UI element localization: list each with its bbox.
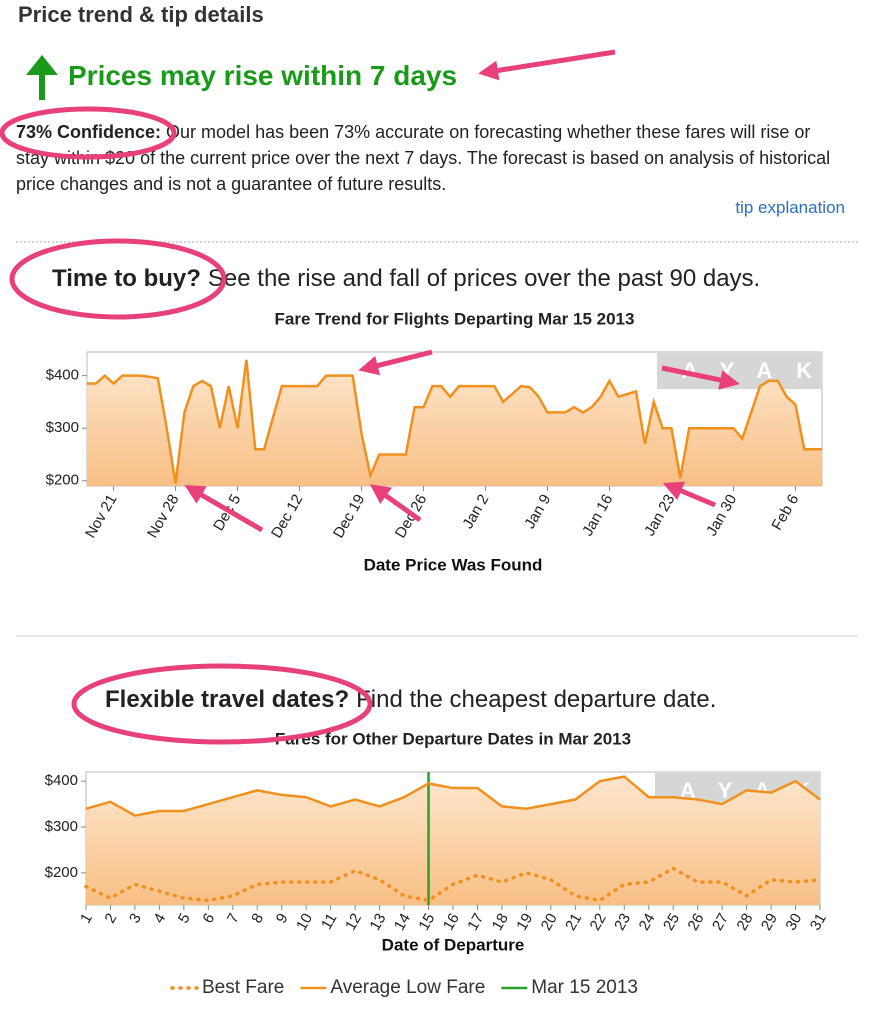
x-tick-label: Jan 16 bbox=[579, 491, 616, 539]
section-heading: Time to buy? See the rise and fall of pri… bbox=[52, 265, 760, 293]
x-axis-label: Date of Departure bbox=[382, 935, 525, 954]
section-text: See the rise and fall of prices over the… bbox=[207, 265, 761, 292]
confidence-label: 73% Confidence: bbox=[16, 122, 162, 142]
watermark: KAYAK bbox=[642, 353, 836, 389]
y-tick-label: $200 bbox=[46, 472, 79, 489]
x-tick-label: 5 bbox=[175, 910, 194, 926]
watermark-text: KAYAK bbox=[642, 358, 836, 383]
x-tick-label: 6 bbox=[199, 910, 218, 926]
x-tick-label: 18 bbox=[489, 910, 512, 933]
line bbox=[84, 866, 822, 903]
x-tick-label: Dec 5 bbox=[210, 491, 244, 533]
x-tick-label: 9 bbox=[273, 910, 292, 926]
y-tick-label: $400 bbox=[46, 367, 79, 384]
x-tick-label: 26 bbox=[685, 910, 708, 933]
x-tick-label: 28 bbox=[733, 910, 756, 933]
x-tick-label: 11 bbox=[318, 910, 341, 932]
x-tick-label: 30 bbox=[782, 910, 805, 933]
x-tick-label: 17 bbox=[464, 910, 487, 933]
x-tick-label: 31 bbox=[807, 910, 830, 933]
line bbox=[87, 359, 822, 484]
x-tick-label: 21 bbox=[562, 910, 585, 933]
legend-label: Average Low Fare bbox=[330, 977, 485, 998]
x-tick-label: 3 bbox=[126, 910, 145, 926]
x-tick-label: 24 bbox=[636, 910, 659, 933]
page-title: Price trend & tip details bbox=[18, 2, 264, 27]
legend: Best Fare Average Low Fare Mar 15 2013 bbox=[170, 977, 638, 998]
x-tick-label: 13 bbox=[366, 910, 389, 933]
x-tick-label: Dec 19 bbox=[330, 491, 368, 541]
line bbox=[85, 775, 821, 817]
x-tick-label: 16 bbox=[440, 910, 463, 933]
x-tick-label: Dec 26 bbox=[392, 491, 430, 541]
x-tick-label: Dec 12 bbox=[268, 491, 306, 541]
y-tick-label: $300 bbox=[45, 818, 78, 835]
x-tick-label: Jan 2 bbox=[459, 491, 492, 531]
y-tick-label: $300 bbox=[46, 419, 79, 436]
section-text: Find the cheapest departure date. bbox=[356, 686, 717, 713]
x-tick-label: Nov 21 bbox=[82, 491, 120, 541]
up-arrow-icon bbox=[26, 55, 58, 100]
legend-label: Best Fare bbox=[202, 977, 284, 998]
x-tick-label: 10 bbox=[293, 910, 316, 933]
legend-label: Mar 15 2013 bbox=[531, 977, 638, 998]
forecast: Prices may rise within 7 days bbox=[68, 60, 458, 91]
x-tick-label: 1 bbox=[77, 910, 96, 926]
x-tick-label: 15 bbox=[415, 910, 438, 933]
x-tick-label: 27 bbox=[709, 910, 732, 933]
x-tick-label: 29 bbox=[758, 910, 781, 933]
x-tick-label: 8 bbox=[248, 910, 267, 926]
confidence: 73% Confidence: Our model has been 73% ac… bbox=[16, 119, 846, 197]
x-tick-label: Feb 6 bbox=[768, 491, 802, 533]
x-tick-label: 2 bbox=[101, 910, 120, 926]
x-tick-label: Jan 30 bbox=[703, 491, 740, 539]
y-tick-label: $200 bbox=[45, 864, 78, 881]
x-tick-label: 7 bbox=[224, 910, 243, 926]
x-tick-label: 14 bbox=[391, 910, 414, 933]
chart-title: Fare Trend for Flights Departing Mar 15 … bbox=[275, 309, 635, 328]
x-tick-label: Jan 23 bbox=[641, 491, 678, 539]
x-tick-label: 4 bbox=[150, 910, 169, 926]
x-tick-label: Nov 28 bbox=[144, 491, 182, 541]
question: Time to buy? bbox=[52, 265, 201, 292]
x-tick-label: 19 bbox=[513, 910, 536, 933]
area-fill bbox=[86, 776, 820, 905]
x-tick-label: Jan 9 bbox=[521, 491, 554, 531]
x-tick-label: 20 bbox=[538, 910, 561, 933]
x-tick-label: 12 bbox=[342, 910, 365, 933]
tip-link[interactable]: tip explanation bbox=[735, 198, 845, 217]
x-axis-label: Date Price Was Found bbox=[364, 555, 543, 574]
area-fill bbox=[87, 359, 822, 486]
chart-title: Fares for Other Departure Dates in Mar 2… bbox=[275, 729, 631, 748]
y-tick-label: $400 bbox=[45, 772, 78, 789]
x-tick-label: 25 bbox=[660, 910, 683, 933]
x-tick-label: 23 bbox=[611, 910, 634, 933]
section-heading: Flexible travel dates? Find the cheapest … bbox=[105, 686, 716, 714]
x-tick-label: 22 bbox=[587, 910, 610, 933]
confidence-text: Our model has been 73% accurate on forec… bbox=[16, 122, 831, 194]
question: Flexible travel dates? bbox=[105, 686, 350, 713]
